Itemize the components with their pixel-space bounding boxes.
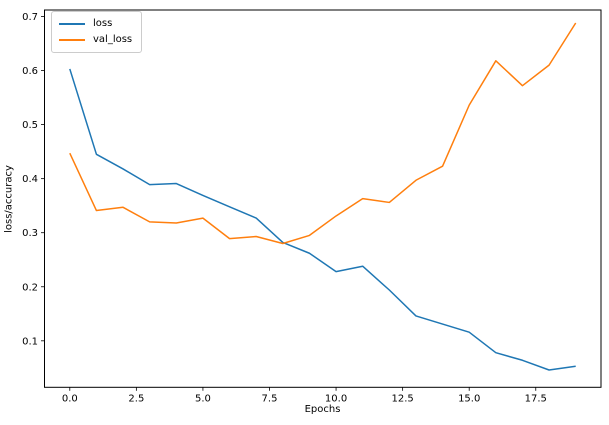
legend-entry-val-loss: val_loss (59, 32, 132, 48)
legend-line-swatch-val-loss (59, 39, 85, 41)
x-axis-label: Epochs (304, 404, 341, 415)
y-tick-label: 0.5 (22, 120, 38, 131)
y-tick-label: 0.4 (22, 174, 38, 185)
y-tick-label: 0.3 (22, 228, 38, 239)
x-tick-label: 2.5 (128, 393, 144, 404)
y-axis-label: loss/accuracy (3, 165, 15, 233)
x-tick-label: 17.5 (525, 393, 547, 404)
y-tick-label: 0.2 (22, 282, 38, 293)
series-line-val_loss (69, 22, 577, 245)
x-tick-label: 10.0 (325, 393, 347, 404)
legend: loss val_loss (51, 11, 143, 53)
y-tick-label: 0.1 (22, 336, 38, 347)
y-tick-label: 0.6 (22, 66, 38, 77)
legend-line-swatch-loss (59, 23, 85, 25)
legend-label-loss: loss (93, 18, 113, 29)
series-line-loss (69, 68, 576, 371)
x-tick-label: 5.0 (195, 393, 211, 404)
legend-label-val-loss: val_loss (93, 34, 133, 45)
x-tick-label: 0.0 (62, 393, 78, 404)
y-tick-label: 0.7 (22, 12, 38, 23)
plot-frame (44, 9, 602, 388)
x-tick-label: 15.0 (458, 393, 480, 404)
x-tick-label: 7.5 (262, 393, 278, 404)
legend-entry-loss: loss (59, 16, 132, 32)
x-tick-label: 12.5 (391, 393, 413, 404)
